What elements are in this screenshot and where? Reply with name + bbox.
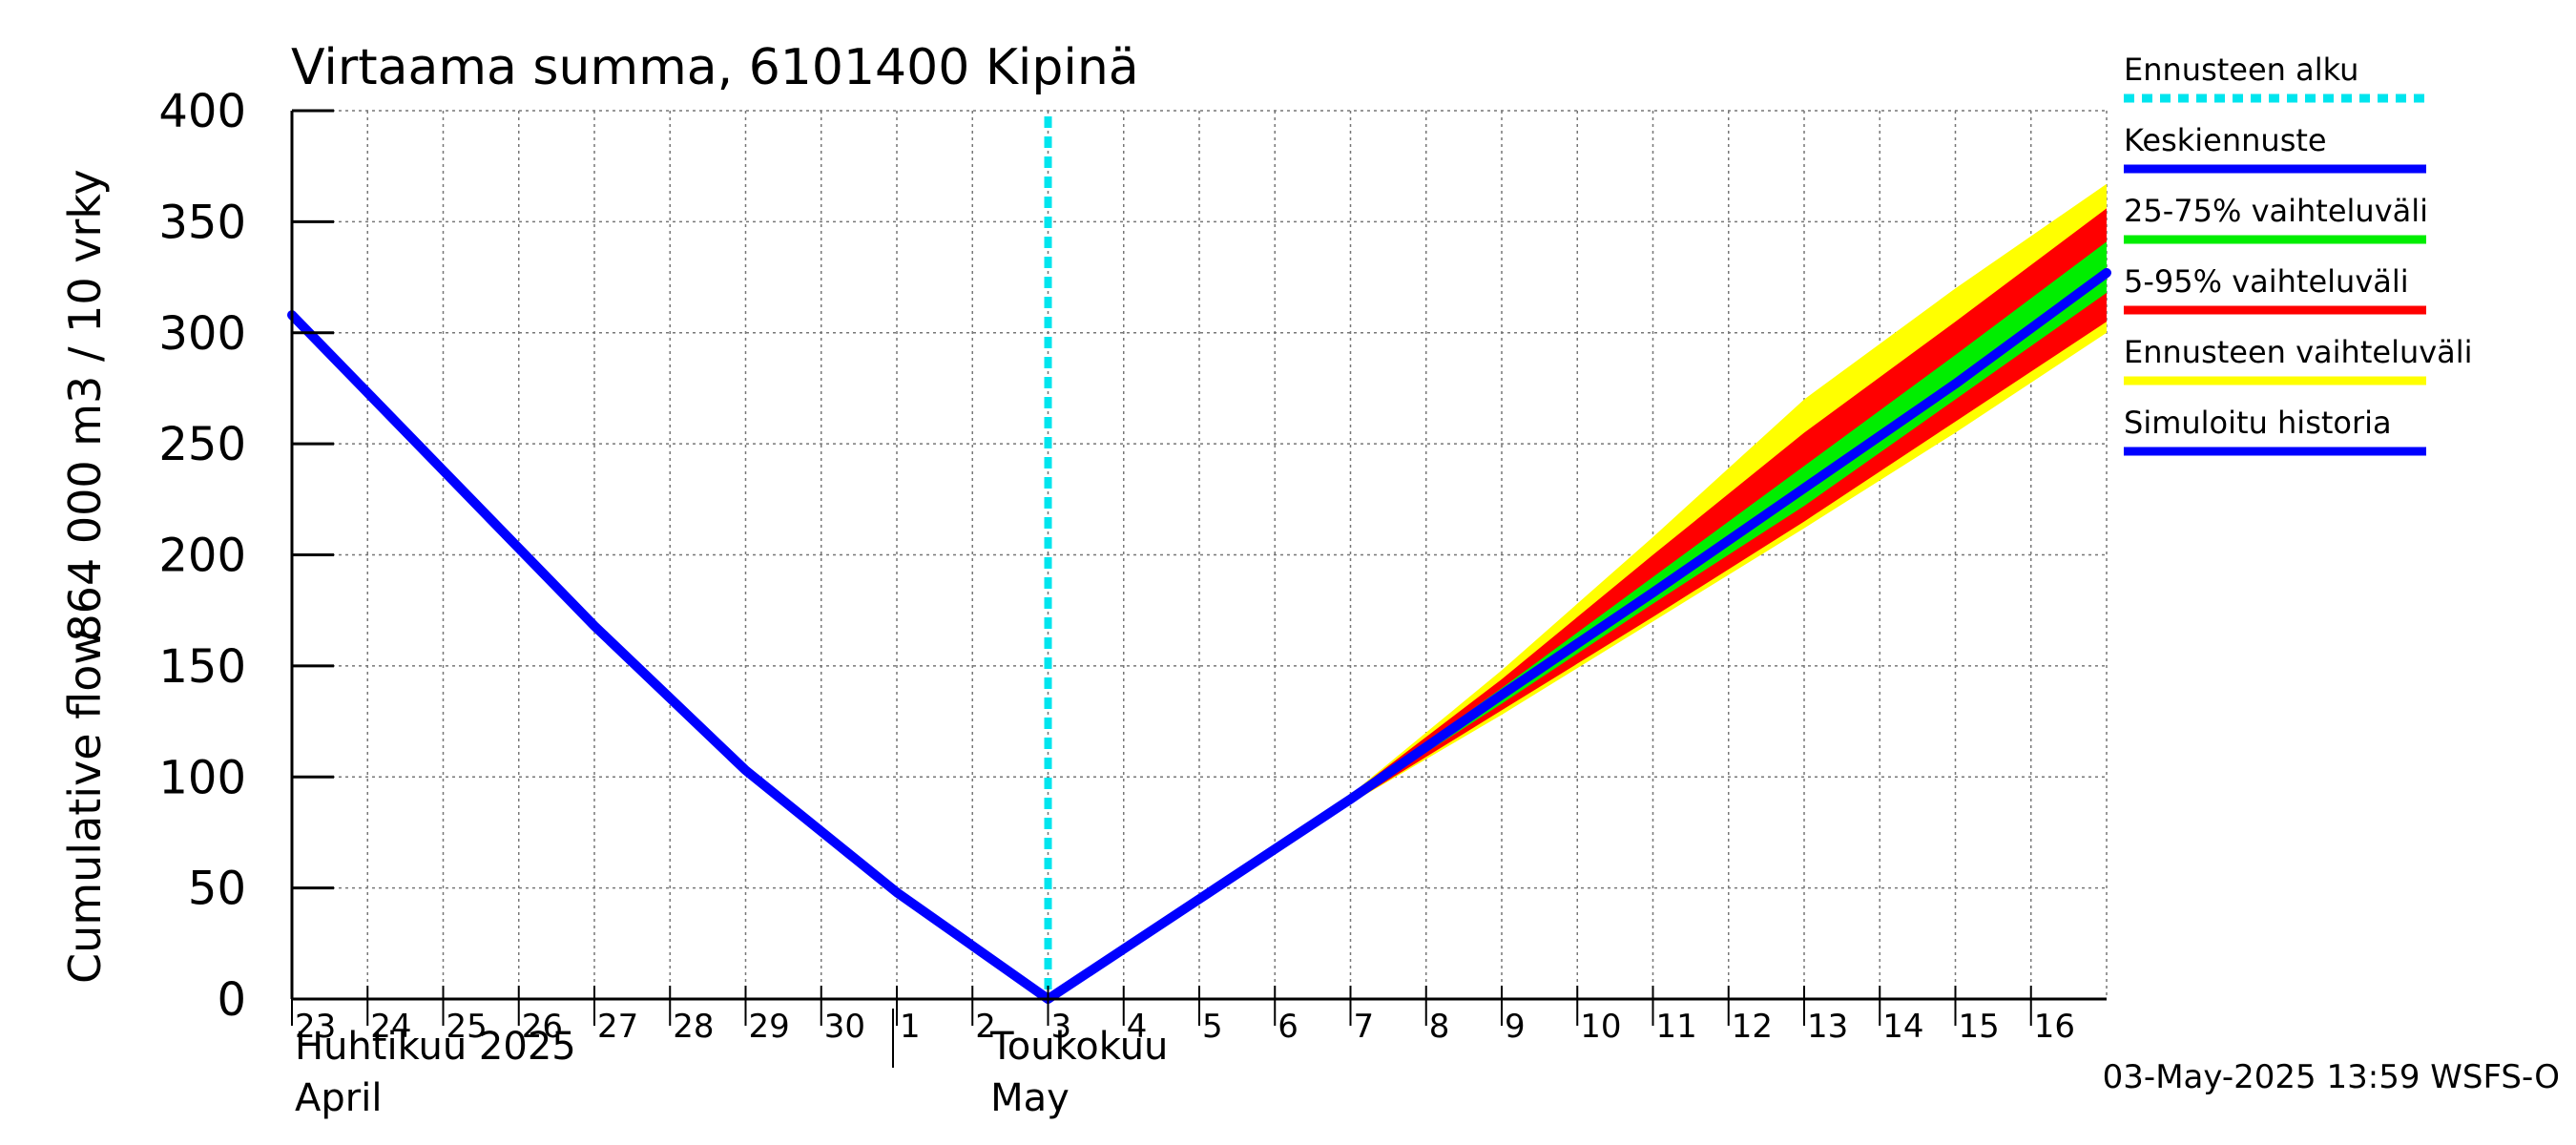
- x-tick-label: 29: [749, 1008, 790, 1046]
- legend-label: Ennusteen vaihteluväli: [2124, 334, 2473, 370]
- lines: [287, 116, 2111, 1004]
- band-forecast-range: [1048, 183, 2107, 999]
- y-tick-label: 250: [158, 418, 246, 471]
- x-tick-label: 25: [447, 1008, 488, 1046]
- legend-label: Keskiennuste: [2124, 122, 2327, 158]
- x-tick-label: 24: [370, 1008, 411, 1046]
- y-tick-label: 50: [188, 863, 246, 916]
- x-tick-label: 8: [1429, 1008, 1450, 1046]
- x-tick-label: 15: [1959, 1008, 2000, 1046]
- x-tick-label: 30: [824, 1008, 865, 1046]
- x-tick-label: 4: [1127, 1008, 1148, 1046]
- x-tick-label: 7: [1354, 1008, 1375, 1046]
- y-tick-label: 400: [158, 85, 246, 138]
- x-tick-label: 10: [1580, 1008, 1621, 1046]
- x-tick-label: 26: [522, 1008, 563, 1046]
- y-tick-label: 100: [158, 751, 246, 804]
- y-axis-label-top: 864 000 m3 / 10 vrky: [59, 169, 111, 641]
- y-tick-label: 0: [217, 973, 246, 1027]
- legend-label: 5-95% vaihteluväli: [2124, 263, 2409, 300]
- y-tick-label: 200: [158, 530, 246, 583]
- x-tick-label: 1: [900, 1008, 921, 1046]
- bands: [1048, 183, 2107, 999]
- chart-title: Virtaama summa, 6101400 Kipinä: [291, 39, 1139, 96]
- legend: Ennusteen alku Keskiennuste 25-75% vaihtel…: [2124, 52, 2473, 456]
- month-label-en: April: [295, 1076, 382, 1120]
- x-tick-label: 11: [1656, 1008, 1697, 1046]
- x-tick-label: 28: [673, 1008, 714, 1046]
- x-tick-label: 16: [2034, 1008, 2075, 1046]
- band-5-95: [1048, 208, 2107, 999]
- x-tick-label: 5: [1202, 1008, 1223, 1046]
- series-simulated-history: [287, 310, 1053, 1004]
- y-tick-label: 300: [158, 307, 246, 361]
- series-median-forecast: [1043, 267, 2111, 1004]
- x-tick-label: 12: [1732, 1008, 1773, 1046]
- grid: [292, 110, 2108, 999]
- x-tick-label: 2: [975, 1008, 996, 1046]
- y-tick-label: 350: [158, 196, 246, 249]
- month-label-en: May: [990, 1076, 1070, 1120]
- month-label: Huhtikuu 2025: [295, 1025, 576, 1069]
- legend-label: 25-75% vaihteluväli: [2124, 193, 2428, 229]
- footer-timestamp: 03-May-2025 13:59 WSFS-O: [2103, 1058, 2560, 1096]
- x-tick-label: 14: [1882, 1008, 1923, 1046]
- x-tick-label: 27: [597, 1008, 638, 1046]
- x-tick-label: 13: [1807, 1008, 1848, 1046]
- x-tick-label: 3: [1051, 1008, 1072, 1046]
- x-tick-label: 23: [295, 1008, 336, 1046]
- legend-label: Simuloitu historia: [2124, 405, 2392, 441]
- month-label: Toukokuu: [989, 1025, 1168, 1069]
- x-tick-label: 6: [1278, 1008, 1298, 1046]
- y-tick-label: 150: [158, 640, 246, 694]
- x-tick-label: 9: [1505, 1008, 1526, 1046]
- y-axis-label-bottom: Cumulative flow: [59, 629, 111, 984]
- legend-label: Ennusteen alku: [2124, 52, 2358, 88]
